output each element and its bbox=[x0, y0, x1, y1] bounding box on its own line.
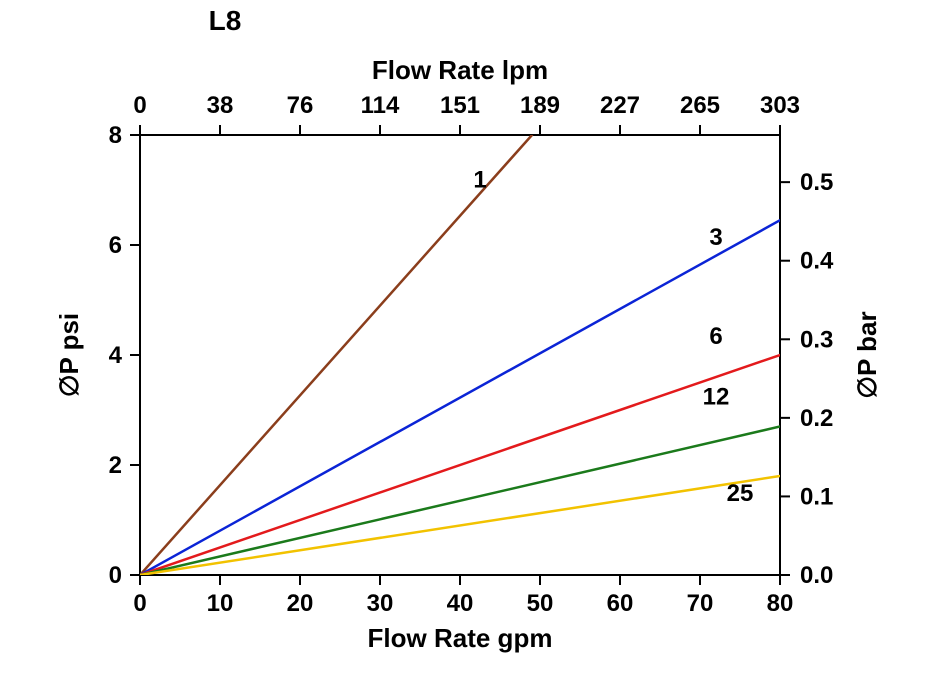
y-left-tick-label: 4 bbox=[109, 342, 123, 369]
series-label-6: 6 bbox=[709, 323, 722, 350]
y-right-tick-label: 0.5 bbox=[800, 169, 833, 196]
y-left-tick-label: 6 bbox=[109, 232, 122, 259]
pressure-flow-chart: L801020304050607080Flow Rate gpm03876114… bbox=[0, 0, 934, 700]
x-bottom-tick-label: 30 bbox=[367, 590, 394, 617]
series-line-1 bbox=[140, 135, 532, 575]
x-top-tick-label: 303 bbox=[760, 92, 800, 119]
plot-area bbox=[140, 135, 780, 575]
x-bottom-tick-label: 20 bbox=[287, 590, 314, 617]
y-left-label: ∅P psi bbox=[54, 313, 84, 397]
x-bottom-tick-label: 50 bbox=[527, 590, 554, 617]
x-bottom-tick-label: 40 bbox=[447, 590, 474, 617]
x-top-tick-label: 76 bbox=[287, 92, 314, 119]
x-bottom-tick-label: 80 bbox=[767, 590, 794, 617]
series-line-6 bbox=[140, 355, 780, 575]
x-bottom-tick-label: 0 bbox=[133, 590, 146, 617]
x-top-tick-label: 114 bbox=[361, 92, 400, 119]
x-top-tick-label: 151 bbox=[440, 92, 480, 119]
series-line-12 bbox=[140, 427, 780, 576]
series-group bbox=[140, 135, 780, 575]
x-bottom-tick-label: 70 bbox=[687, 590, 714, 617]
x-top-tick-label: 265 bbox=[680, 92, 720, 119]
x-top-tick-label: 189 bbox=[520, 92, 560, 119]
y-left-tick-label: 8 bbox=[109, 122, 122, 149]
series-label-3: 3 bbox=[709, 224, 722, 251]
y-right-tick-label: 0.3 bbox=[800, 326, 833, 353]
x-top-tick-label: 0 bbox=[133, 92, 146, 119]
series-line-3 bbox=[140, 220, 780, 575]
series-label-1: 1 bbox=[473, 166, 486, 193]
y-right-tick-label: 0.4 bbox=[800, 248, 834, 275]
y-right-tick-label: 0.2 bbox=[800, 405, 833, 432]
x-top-tick-label: 38 bbox=[207, 92, 234, 119]
x-bottom-label: Flow Rate gpm bbox=[368, 623, 553, 653]
series-label-25: 25 bbox=[727, 480, 754, 507]
x-top-tick-label: 227 bbox=[600, 92, 640, 119]
x-bottom-tick-label: 10 bbox=[207, 590, 234, 617]
y-right-tick-label: 0.1 bbox=[800, 483, 833, 510]
x-top-label: Flow Rate lpm bbox=[372, 55, 548, 85]
y-left-tick-label: 2 bbox=[109, 452, 122, 479]
chart-title: L8 bbox=[209, 5, 242, 36]
series-line-25 bbox=[140, 476, 780, 575]
y-right-tick-label: 0.0 bbox=[800, 562, 833, 589]
series-label-12: 12 bbox=[703, 384, 730, 411]
x-bottom-tick-label: 60 bbox=[607, 590, 634, 617]
y-right-label: ∅P bar bbox=[852, 311, 882, 398]
y-left-tick-label: 0 bbox=[109, 562, 122, 589]
chart-container: L801020304050607080Flow Rate gpm03876114… bbox=[0, 0, 934, 700]
